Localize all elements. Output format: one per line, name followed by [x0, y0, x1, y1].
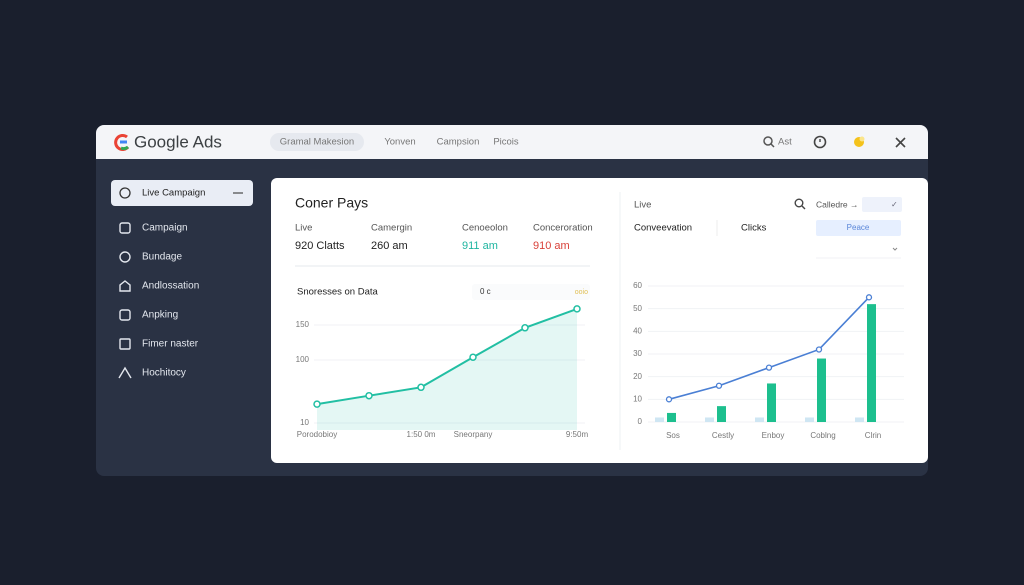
sidebar-item[interactable]: Anpking [142, 310, 178, 321]
sidebar-item[interactable]: Fimer naster [142, 339, 199, 350]
x-tick-label: Sos [666, 431, 680, 440]
summary-title: Coner Pays [295, 195, 368, 211]
notify-icon[interactable] [854, 136, 865, 148]
bar [817, 358, 826, 422]
x-tick-label: Porodobioy [297, 430, 337, 439]
search-text[interactable]: Ast [778, 137, 792, 148]
point [815, 346, 823, 353]
sidebar-item[interactable]: Andlossation [142, 281, 199, 292]
sidebar-item[interactable]: Campaign [142, 223, 188, 234]
dropdown-caret[interactable] [892, 247, 898, 251]
logo: Google Ads [134, 132, 222, 151]
bar [805, 417, 814, 422]
range-box[interactable] [472, 284, 590, 300]
logo-icon [114, 134, 130, 151]
stat-value: 910 am [533, 240, 570, 252]
line [316, 307, 578, 406]
y-tick-label: 10 [300, 418, 309, 427]
main-card [271, 178, 928, 463]
y-tick-label: 50 [633, 304, 642, 313]
legend-label: Clicks [741, 223, 767, 234]
stat-label: Camergin [371, 223, 412, 234]
y-tick-label: 40 [633, 326, 642, 335]
tab[interactable]: Yonven [384, 137, 415, 148]
panel-label: Live [634, 200, 651, 211]
bar [655, 417, 664, 422]
y-tick-label: 60 [633, 281, 642, 290]
bar [867, 304, 876, 422]
range-text[interactable]: 0 c [480, 287, 491, 296]
tab[interactable]: Picois [493, 137, 519, 148]
search-icon[interactable] [763, 136, 775, 148]
point [715, 382, 723, 389]
tab[interactable]: Gramal Makesion [280, 137, 354, 148]
close-icon[interactable] [895, 137, 906, 148]
y-tick-label: 10 [633, 394, 642, 403]
point [865, 294, 873, 301]
x-tick-label: 1:50 0m [407, 430, 436, 439]
sidebar-item[interactable]: Hochitocy [142, 368, 186, 379]
x-tick-label: Clrin [865, 431, 881, 440]
sidebar-item[interactable]: Live Campaign [142, 188, 205, 199]
clock-icon[interactable] [813, 135, 827, 149]
bar [717, 406, 726, 422]
point [573, 305, 581, 313]
y-tick-label: 30 [633, 349, 642, 358]
tab-active-bg[interactable] [270, 133, 364, 151]
stat-value: 911 am [462, 240, 498, 252]
point [521, 324, 529, 332]
y-tick-label: 150 [296, 320, 310, 329]
x-tick-label: Sneorpany [454, 430, 493, 439]
y-tick-label: 20 [633, 372, 642, 381]
legend-text: ooio [575, 289, 588, 296]
point [365, 391, 373, 400]
stat-label: Conceroration [533, 223, 593, 234]
bar [767, 383, 776, 422]
x-tick-label: Cestly [712, 431, 734, 440]
sidebar-item[interactable]: Bundage [142, 252, 182, 263]
panel-search-icon[interactable] [794, 198, 806, 210]
y-tick-label: 0 [638, 417, 643, 426]
check[interactable]: ✓ [891, 200, 898, 209]
stat-label: Live [295, 223, 312, 234]
tab[interactable]: Campsion [437, 137, 480, 148]
filter-box[interactable] [862, 197, 902, 212]
button-bg[interactable] [816, 220, 901, 236]
stat-value: 920 Clatts [295, 240, 345, 252]
point [417, 383, 425, 392]
bar [855, 417, 864, 422]
button[interactable]: Peace [847, 223, 870, 232]
stat-value: 260 am [371, 240, 408, 252]
stat-label: Cenoeolon [462, 223, 508, 234]
legend-label: Conveevation [634, 223, 692, 234]
sidebar-icons [118, 222, 132, 379]
bar [755, 417, 764, 422]
sidebar-icon [119, 187, 131, 199]
line-chart-title: Snoresses on Data [297, 287, 379, 298]
y-tick-label: 100 [296, 355, 310, 364]
sidebar-active-bg[interactable] [111, 180, 253, 206]
area [317, 308, 577, 430]
bar [667, 412, 676, 422]
point [665, 396, 673, 403]
x-tick-label: Enboy [762, 431, 785, 440]
bar [705, 417, 714, 422]
point [313, 400, 321, 408]
filter[interactable]: Calledre → [816, 199, 859, 209]
point [765, 364, 773, 371]
point [469, 353, 477, 361]
x-tick-label: Coblng [810, 431, 835, 440]
x-tick-label: 9:50m [566, 430, 589, 439]
